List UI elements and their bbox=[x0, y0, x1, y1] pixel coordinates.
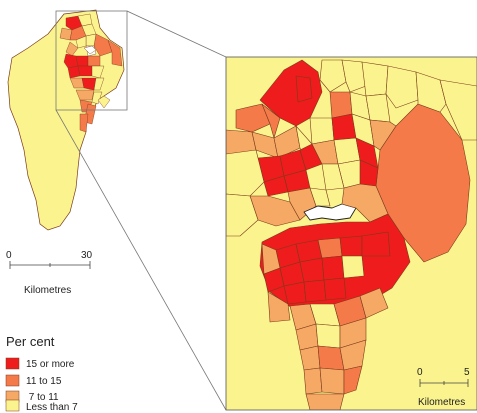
inset-scale-unit: Kilometres bbox=[418, 397, 465, 408]
overview-scale-min: 0 bbox=[6, 250, 12, 261]
connector-line-bottom bbox=[55, 109, 227, 411]
legend-label-mid-low: 7 to 11 bbox=[26, 392, 59, 403]
legend: Per cent 15 or more 11 to 15 7 to 11 Les… bbox=[5, 334, 78, 413]
inset-locator-box bbox=[55, 10, 128, 111]
legend-label-high: 15 or more bbox=[26, 359, 75, 370]
inset-scale-max: 5 bbox=[464, 367, 470, 378]
overview-suburbs bbox=[59, 13, 123, 133]
inset-scale-min: 0 bbox=[417, 367, 423, 378]
legend-label-mid-high: 11 to 15 bbox=[26, 376, 62, 387]
inset-frame bbox=[225, 56, 477, 411]
legend-label-low: Less than 7 bbox=[26, 402, 78, 413]
legend-swatch-low bbox=[5, 399, 20, 412]
legend-swatch-high bbox=[5, 357, 20, 370]
legend-title: Per cent bbox=[6, 334, 55, 349]
overview-scale-max: 30 bbox=[81, 250, 93, 261]
inset-map bbox=[225, 56, 477, 411]
inset-scale-bar: 0 5 Kilometres bbox=[412, 364, 472, 408]
overview-map bbox=[7, 9, 125, 231]
connector-line-top bbox=[126, 10, 227, 58]
legend-swatch-mid-high bbox=[5, 374, 20, 387]
overview-scale-unit: Kilometres bbox=[24, 285, 71, 296]
overview-scale-bar: 0 30 Kilometres bbox=[6, 250, 93, 296]
inset-suburbs bbox=[226, 59, 477, 410]
